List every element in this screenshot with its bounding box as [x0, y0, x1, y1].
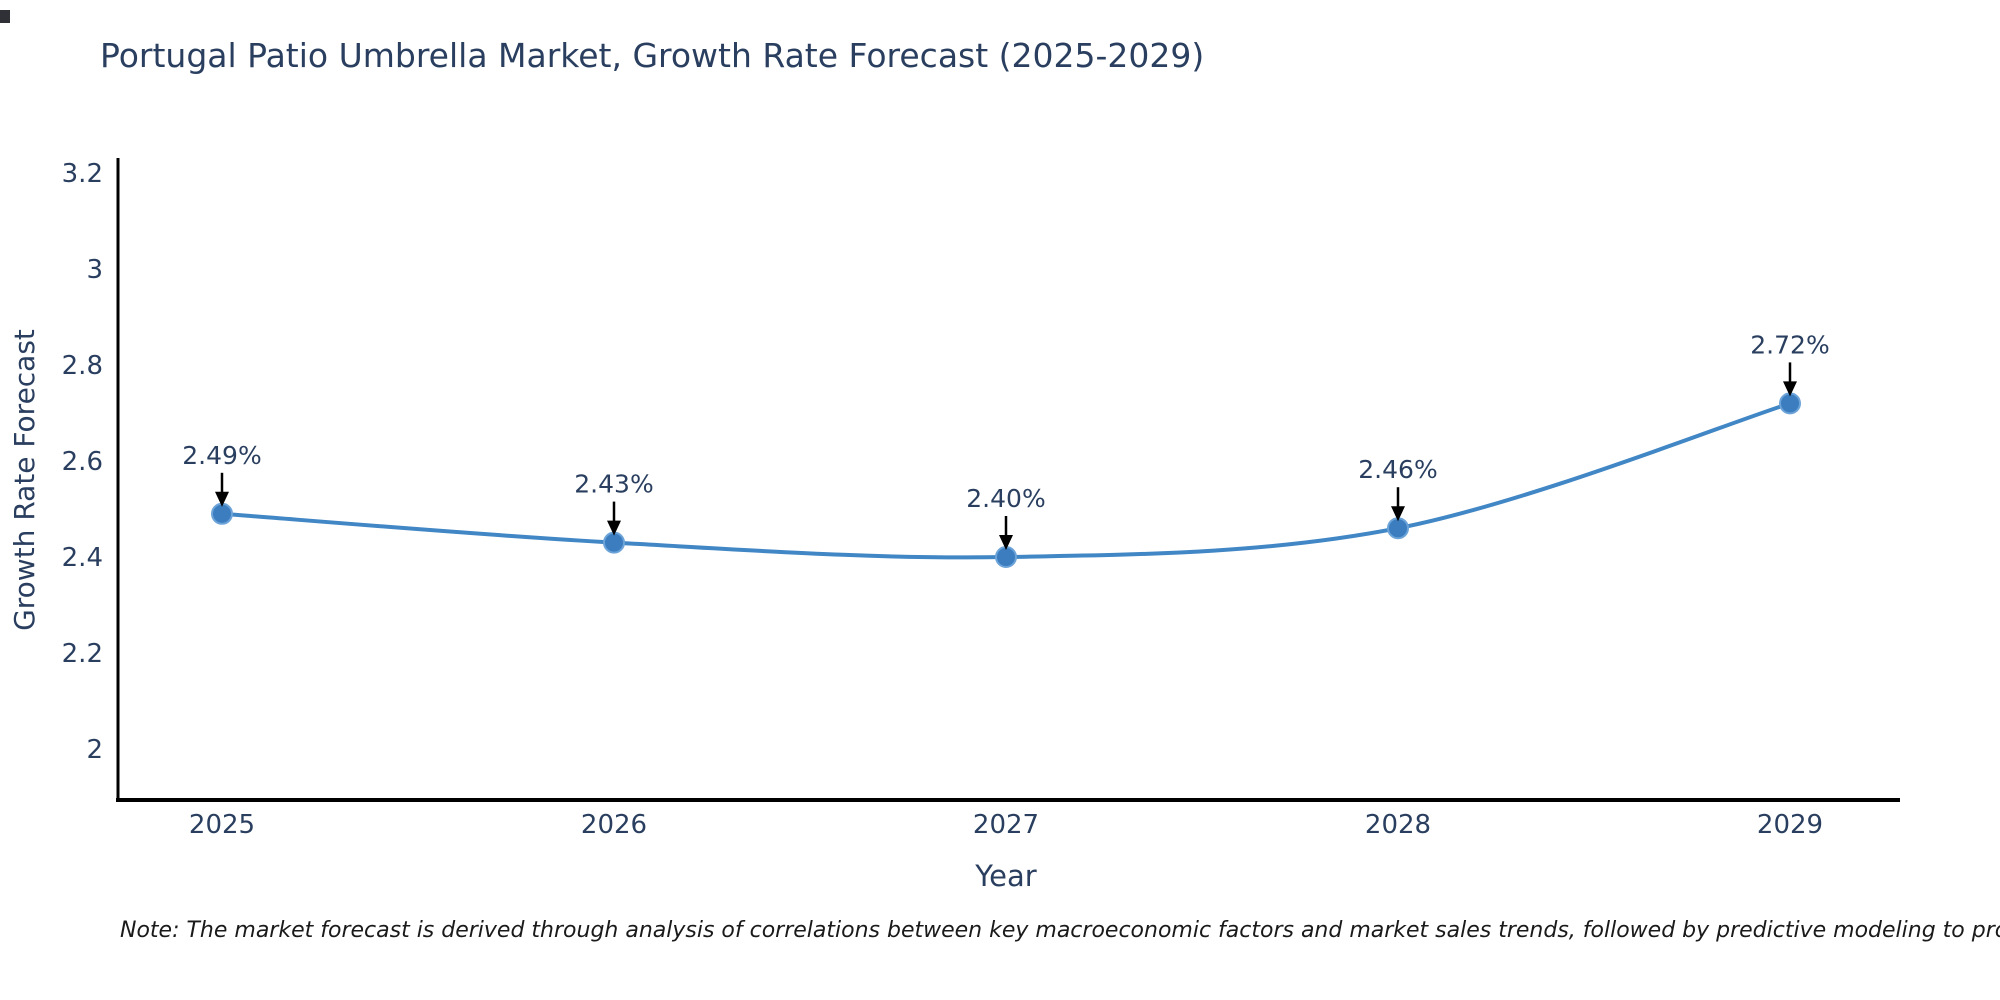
annotation-arrowhead: [607, 520, 621, 536]
point-annotation: 2.49%: [182, 441, 261, 470]
x-tick-label: 2027: [973, 810, 1039, 840]
point-annotation: 2.72%: [1750, 330, 1829, 359]
corner-artifact: [0, 10, 10, 23]
y-tick-label: 2.6: [62, 447, 103, 477]
point-annotation: 2.46%: [1358, 455, 1437, 484]
x-tick-label: 2026: [581, 810, 647, 840]
y-tick-label: 2.8: [62, 351, 103, 381]
point-annotation: 2.43%: [574, 470, 653, 499]
annotation-arrowhead: [999, 535, 1013, 550]
y-tick-label: 3.2: [62, 159, 103, 189]
annotation-arrowhead: [1783, 381, 1797, 397]
footnote: Note: The market forecast is derived thr…: [120, 918, 2000, 943]
x-axis-title: Year: [975, 859, 1037, 893]
y-tick-label: 3: [86, 255, 103, 285]
chart-title: Portugal Patio Umbrella Market, Growth R…: [100, 36, 1205, 75]
point-annotation: 2.40%: [966, 484, 1045, 513]
x-tick-label: 2028: [1365, 810, 1431, 840]
x-tick-label: 2025: [189, 810, 255, 840]
y-tick-label: 2.4: [62, 543, 103, 573]
x-tick-label: 2029: [1757, 810, 1823, 840]
annotation-arrowhead: [1391, 506, 1405, 522]
y-tick-label: 2.2: [62, 639, 103, 669]
y-tick-label: 2: [86, 735, 103, 765]
annotation-arrowhead: [215, 491, 229, 507]
